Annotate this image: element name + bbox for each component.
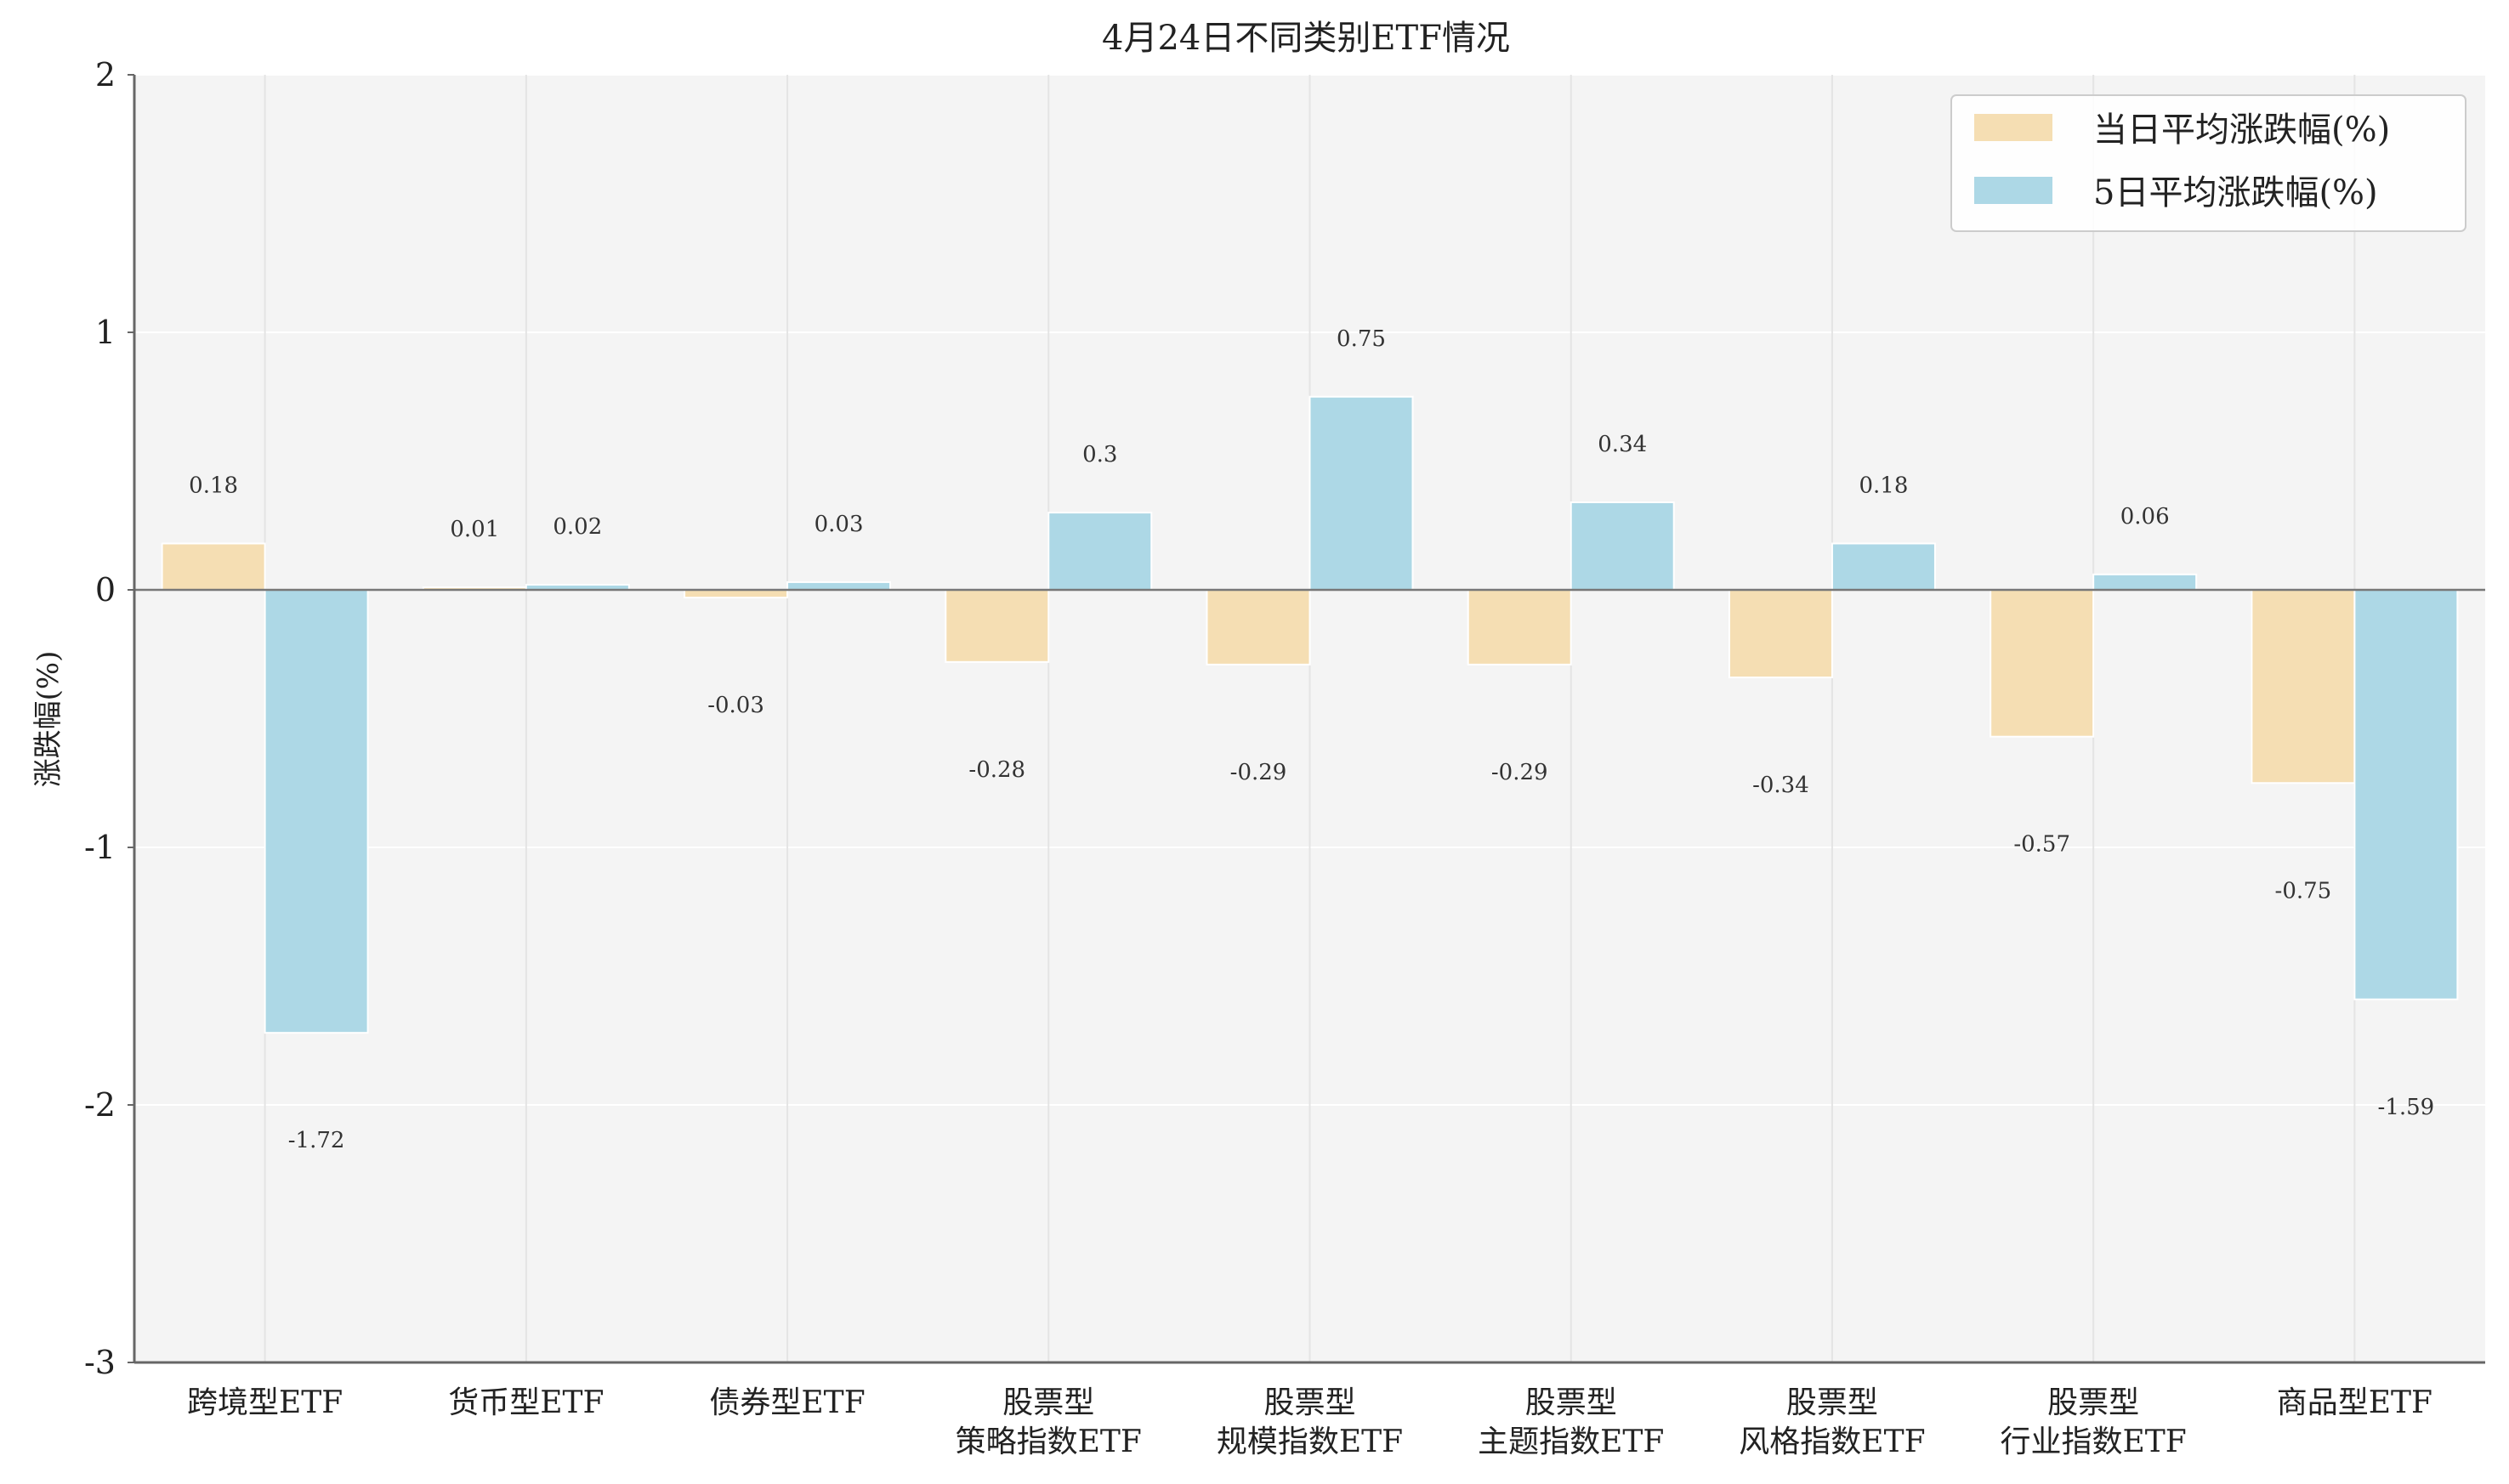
data-label-daily: -0.03 xyxy=(707,693,764,718)
data-label-daily: -0.29 xyxy=(1230,760,1287,785)
data-label-5day: -1.72 xyxy=(288,1128,345,1153)
bar-daily xyxy=(1467,589,1572,666)
legend-swatch-5day xyxy=(1974,177,2052,204)
bar-5day xyxy=(1308,395,1414,591)
legend-label-daily: 当日平均涨跌幅(%) xyxy=(2093,110,2390,150)
x-tick-label: 货币型ETF xyxy=(448,1385,604,1420)
data-label-daily: -0.75 xyxy=(2275,878,2332,903)
x-tick-label: 跨境型ETF xyxy=(187,1385,343,1420)
data-label-5day: 0.3 xyxy=(1082,442,1117,467)
legend-box xyxy=(1950,94,2466,232)
x-tick-label: 股票型风格指数ETF xyxy=(1739,1385,1925,1459)
bar-daily xyxy=(945,589,1050,663)
bar-daily xyxy=(1728,589,1833,679)
bar-5day xyxy=(264,589,369,1034)
data-label-daily: 0.18 xyxy=(189,473,238,498)
data-label-5day: 0.18 xyxy=(1859,473,1908,498)
x-tick-label: 股票型行业指数ETF xyxy=(2001,1385,2187,1459)
x-tick-label: 债券型ETF xyxy=(709,1385,865,1420)
y-tick-label: -3 xyxy=(84,1344,116,1381)
y-tick-label: 0 xyxy=(95,571,116,609)
x-tick-label: 商品型ETF xyxy=(2277,1385,2432,1420)
legend-label-5day: 5日平均涨跌幅(%) xyxy=(2093,173,2378,212)
y-axis-label: 涨跌幅(%) xyxy=(31,651,65,788)
axes: 2 1 0 -1 -2 -3 跨境型ETF 货币型ETF 债券型ETF 股票型策略指数ETF 股票型… xyxy=(84,56,2485,1459)
bar-5day xyxy=(1047,512,1153,591)
y-tick-label: 2 xyxy=(95,56,116,93)
bar-5day xyxy=(1831,542,1936,592)
data-label-5day: -1.59 xyxy=(2378,1095,2435,1120)
bar-5day xyxy=(2092,573,2198,592)
data-label-daily: -0.28 xyxy=(968,757,1025,783)
bar-5day xyxy=(786,581,892,591)
data-label-5day: 0.02 xyxy=(553,514,602,540)
bar-daily xyxy=(161,542,266,592)
data-label-daily: -0.57 xyxy=(2013,832,2070,858)
data-label-5day: 0.34 xyxy=(1598,432,1647,457)
bar-daily xyxy=(1206,589,1311,666)
data-label-daily: -0.29 xyxy=(1491,760,1548,785)
y-tick-label: -2 xyxy=(84,1086,116,1124)
y-tick-label: -1 xyxy=(84,829,116,866)
x-tick-label: 股票型策略指数ETF xyxy=(956,1385,1142,1459)
y-tick-label: 1 xyxy=(95,314,116,351)
bar-daily xyxy=(2251,589,2356,784)
chart-title: 4月24日不同类别ETF情况 xyxy=(1102,19,1510,58)
data-label-5day: 0.03 xyxy=(815,512,864,537)
data-label-5day: 0.06 xyxy=(2120,504,2170,530)
bar-5day xyxy=(2353,589,2459,1000)
bars xyxy=(161,395,2459,1034)
data-label-daily: 0.01 xyxy=(450,517,499,542)
bar-daily xyxy=(1990,589,2095,738)
x-tick-label: 股票型主题指数ETF xyxy=(1478,1385,1664,1459)
data-labels: 0.18 0.01 -0.03 -0.28 -0.29 -0.29 -0.34 -0.57 -0… xyxy=(189,326,2434,1153)
x-tick-label: 股票型规模指数ETF xyxy=(1217,1385,1403,1459)
data-label-5day: 0.75 xyxy=(1337,326,1386,352)
bar-5day xyxy=(1570,501,1675,591)
data-label-daily: -0.34 xyxy=(1752,773,1809,798)
legend: 当日平均涨跌幅(%) 5日平均涨跌幅(%) xyxy=(1950,94,2466,232)
legend-swatch-daily xyxy=(1974,114,2052,141)
bar-daily xyxy=(684,589,789,599)
